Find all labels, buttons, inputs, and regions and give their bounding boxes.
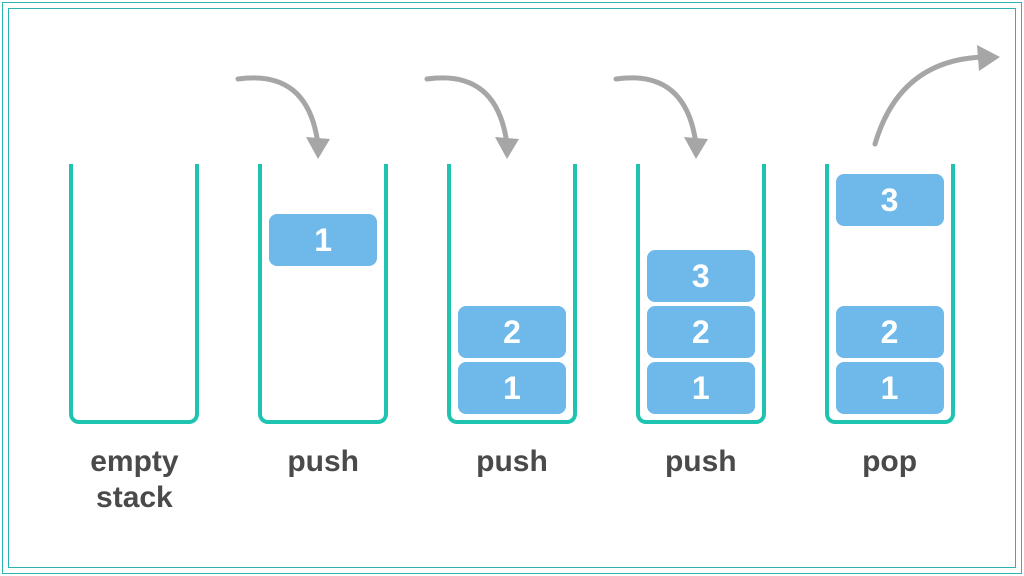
stack-group-s3: 123 push (636, 164, 766, 516)
stack-block: 2 (458, 306, 566, 358)
stack-wrap (69, 164, 199, 424)
stack-wrap: 1 (258, 164, 388, 424)
stack-label: push (665, 444, 737, 516)
stack-block: 2 (647, 306, 755, 358)
stack-label: emptystack (90, 444, 178, 516)
stack-wrap: 123 (636, 164, 766, 424)
stack-container (69, 164, 199, 424)
stack-group-s2: 12 push (447, 164, 577, 516)
diagram-area: emptystack1push12push123push123pop (40, 40, 984, 516)
push-arrow-icon (218, 59, 358, 179)
stack-group-s0: emptystack (69, 164, 199, 516)
stack-block: 1 (458, 362, 566, 414)
stack-container: 123 (636, 164, 766, 424)
stack-container (258, 164, 388, 424)
stack-container: 12 (447, 164, 577, 424)
floating-block: 1 (269, 214, 377, 266)
stack-wrap: 12 (447, 164, 577, 424)
stack-block: 1 (836, 362, 944, 414)
stack-label: push (287, 444, 359, 516)
push-arrow-icon (407, 59, 547, 179)
stack-block: 1 (647, 362, 755, 414)
push-arrow-icon (596, 59, 736, 179)
stack-group-s1: 1 push (258, 164, 388, 516)
stack-group-s4: 12 3 pop (825, 164, 955, 516)
stack-label: push (476, 444, 548, 516)
stack-block: 3 (647, 250, 755, 302)
stack-label: pop (862, 444, 917, 516)
stack-wrap: 12 3 (825, 164, 955, 424)
stack-block: 2 (836, 306, 944, 358)
floating-block: 3 (836, 174, 944, 226)
